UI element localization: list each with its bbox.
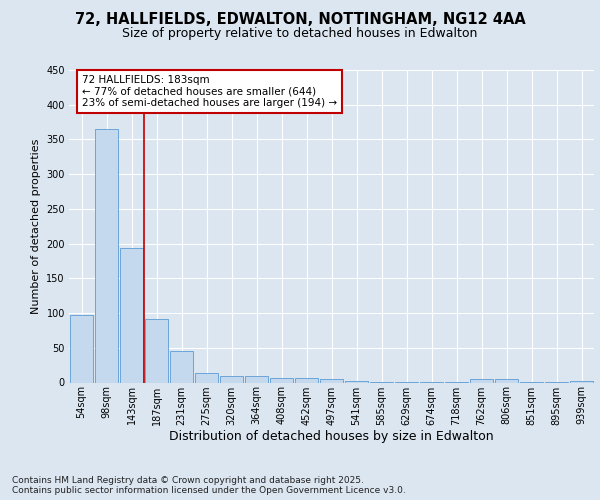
Bar [295,378,318,382]
Bar [145,320,168,382]
Y-axis label: Number of detached properties: Number of detached properties [31,138,41,314]
Text: Contains HM Land Registry data © Crown copyright and database right 2025.
Contai: Contains HM Land Registry data © Crown c… [12,476,406,495]
Bar [345,381,368,382]
Bar [170,350,193,382]
Bar [320,379,343,382]
Bar [195,374,218,382]
X-axis label: Distribution of detached houses by size in Edwalton: Distribution of detached houses by size … [169,430,494,444]
Bar [245,376,268,382]
Bar [95,129,118,382]
Bar [470,379,493,382]
Text: 72 HALLFIELDS: 183sqm
← 77% of detached houses are smaller (644)
23% of semi-det: 72 HALLFIELDS: 183sqm ← 77% of detached … [82,75,337,108]
Bar [570,381,593,382]
Text: 72, HALLFIELDS, EDWALTON, NOTTINGHAM, NG12 4AA: 72, HALLFIELDS, EDWALTON, NOTTINGHAM, NG… [74,12,526,28]
Bar [270,378,293,382]
Text: Size of property relative to detached houses in Edwalton: Size of property relative to detached ho… [122,28,478,40]
Bar [495,379,518,382]
Bar [70,315,93,382]
Bar [120,248,143,382]
Bar [220,376,243,382]
